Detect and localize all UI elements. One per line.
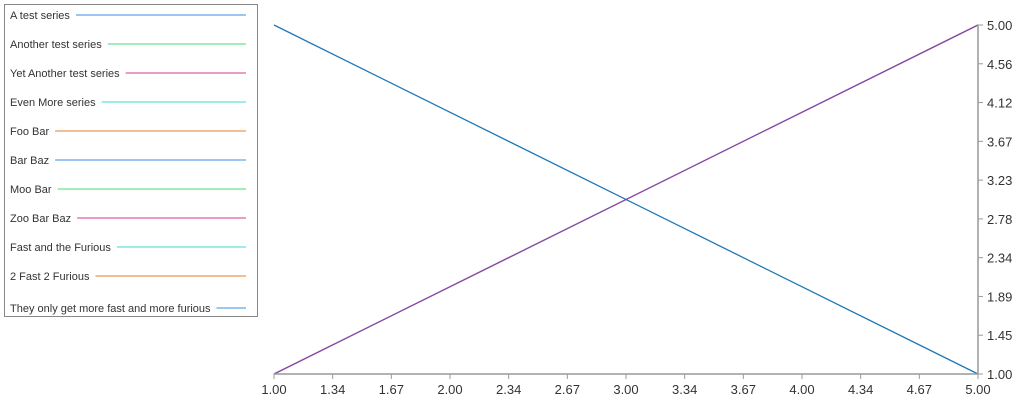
x-tick-label: 3.67	[731, 382, 756, 397]
legend: A test series Another test series Yet Anot…	[4, 4, 258, 317]
series-line	[273, 24, 979, 375]
plot-area	[273, 24, 979, 375]
legend-label: Another test series	[10, 39, 102, 51]
y-tick-label: 3.67	[987, 134, 1012, 149]
legend-label: Even More series	[10, 97, 96, 109]
y-tick-label: 5.00	[987, 18, 1012, 33]
x-tick-label: 1.67	[379, 382, 404, 397]
legend-label: Foo Bar	[10, 126, 49, 138]
legend-label: 2 Fast 2 Furious	[10, 271, 90, 283]
x-tick-label: 4.34	[848, 382, 873, 397]
x-tick-label: 3.00	[613, 382, 638, 397]
x-tick-label: 3.34	[672, 382, 697, 397]
x-tick-label: 2.67	[555, 382, 580, 397]
y-axis: 1.00 1.45 1.89 2.34 2.78 3.23 3.67 4.12 4.56 5.00	[977, 18, 1012, 382]
y-tick-label: 1.00	[987, 367, 1012, 382]
y-tick-label: 1.89	[987, 289, 1012, 304]
x-tick-label: 1.00	[261, 382, 286, 397]
y-tick-label: 3.23	[987, 173, 1012, 188]
legend-label: A test series	[10, 10, 70, 22]
x-tick-label: 2.00	[437, 382, 462, 397]
y-tick-label: 2.78	[987, 212, 1012, 227]
legend-label: Yet Another test series	[10, 68, 120, 80]
x-tick-label: 4.00	[789, 382, 814, 397]
x-axis: 1.00 1.34 1.67 2.00 2.34 2.67 3.00 3.34 3.67 4.00…	[261, 373, 991, 397]
x-tick-label: 5.00	[965, 382, 990, 397]
legend-label: Fast and the Furious	[10, 242, 111, 254]
x-tick-label: 4.67	[907, 382, 932, 397]
y-tick-label: 1.45	[987, 328, 1012, 343]
legend-label: Zoo Bar Baz	[10, 213, 71, 225]
x-tick-label: 1.34	[320, 382, 345, 397]
y-tick-label: 2.34	[987, 251, 1012, 266]
legend-label: They only get more fast and more furious	[10, 303, 211, 315]
legend-label: Moo Bar	[10, 184, 52, 196]
legend-label: Bar Baz	[10, 155, 49, 167]
x-tick-label: 2.34	[496, 382, 521, 397]
y-tick-label: 4.12	[987, 96, 1012, 111]
y-tick-label: 4.56	[987, 57, 1012, 72]
